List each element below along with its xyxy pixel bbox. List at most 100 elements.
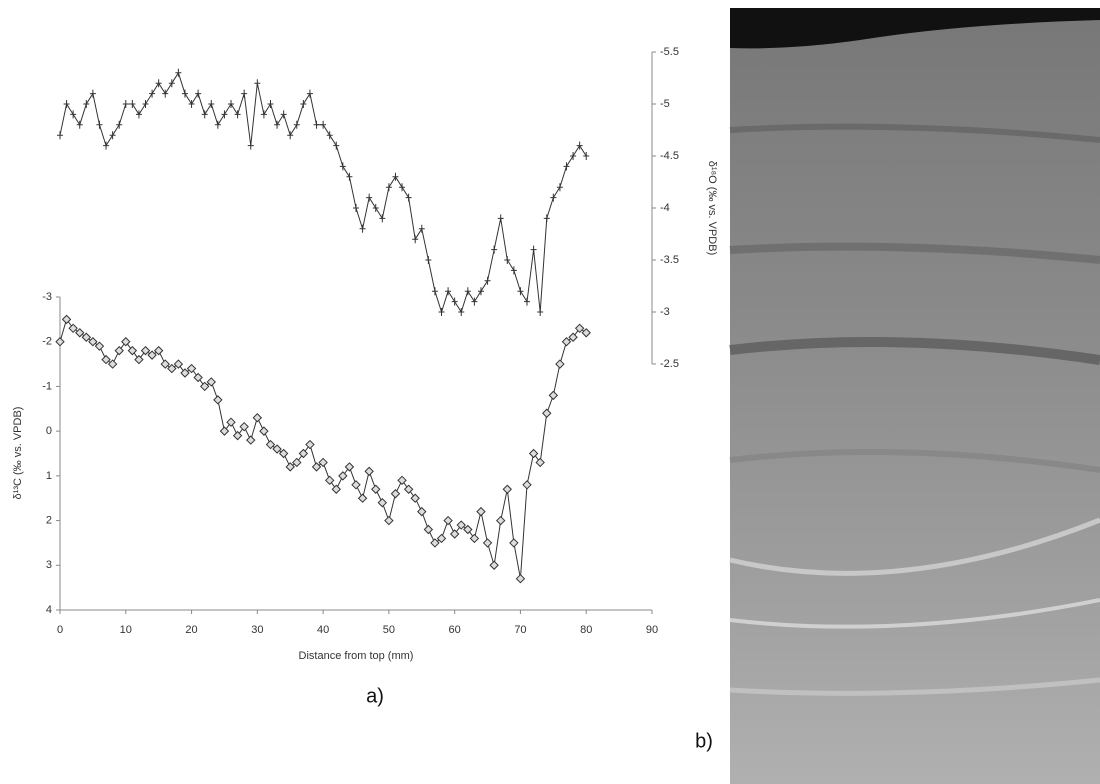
data-point (89, 89, 96, 98)
data-point (200, 381, 210, 392)
data-point (489, 560, 499, 570)
data-point (127, 345, 138, 356)
panel-label: a) (366, 685, 384, 707)
y2-tick-label: -4 (660, 202, 670, 214)
data-point (134, 354, 144, 365)
y-tick-label: 0 (46, 425, 52, 437)
data-point (186, 363, 197, 374)
y2-tick-label: -3.5 (660, 254, 679, 266)
data-point (385, 183, 392, 192)
data-point (121, 337, 131, 347)
data-point (272, 444, 282, 454)
data-point (517, 287, 524, 296)
y-tick-label: -1 (42, 380, 52, 392)
data-point (103, 141, 110, 150)
data-point (76, 120, 83, 129)
data-point (357, 493, 368, 503)
data-point (550, 193, 557, 202)
data-point (581, 328, 591, 338)
x-tick-label: 40 (317, 624, 329, 636)
y2-axis-label: δ¹⁸O (‰ vs. VPDB) (706, 161, 718, 256)
data-point (107, 359, 118, 369)
y-axis-label: δ¹³C (‰ vs. VPDB) (12, 407, 24, 500)
data-point (55, 337, 65, 347)
series-line (59, 71, 587, 314)
data-point (180, 368, 190, 378)
data-point (563, 162, 570, 171)
data-point (477, 287, 484, 296)
x-tick-label: 60 (449, 624, 461, 636)
y2-tick-label: -4.5 (660, 150, 679, 162)
data-point (326, 131, 333, 140)
data-point (116, 120, 123, 129)
y2-tick-label: -3 (660, 306, 670, 318)
data-point (122, 100, 129, 108)
x-tick-label: 30 (251, 624, 263, 636)
data-point (359, 224, 366, 233)
data-point (181, 89, 188, 98)
data-point (351, 480, 361, 490)
x-tick-label: 10 (120, 624, 132, 636)
data-point (94, 341, 105, 351)
data-point (228, 100, 235, 108)
data-point (313, 120, 320, 129)
data-point (537, 308, 544, 316)
data-point (379, 214, 386, 223)
x-tick-label: 0 (57, 624, 63, 636)
data-point (568, 332, 578, 342)
panel-label: b) (695, 730, 713, 752)
data-point (155, 79, 162, 88)
data-point (81, 332, 92, 342)
data-point (496, 515, 506, 526)
data-point (239, 421, 249, 432)
data-point (61, 314, 72, 325)
data-point (160, 359, 170, 369)
data-point (522, 480, 532, 490)
x-tick-label: 80 (580, 624, 592, 636)
data-point (234, 110, 241, 119)
data-point (293, 120, 300, 129)
data-point (142, 100, 149, 108)
data-point (247, 141, 254, 150)
data-point (214, 120, 221, 129)
y2-tick-label: -2.5 (660, 358, 679, 370)
data-point (208, 100, 215, 108)
data-point (484, 276, 491, 285)
data-point (252, 413, 263, 423)
data-point (201, 110, 208, 119)
data-point (298, 448, 309, 459)
data-point (195, 89, 202, 98)
data-point (57, 131, 63, 140)
data-point (397, 475, 407, 486)
data-point (331, 484, 341, 494)
data-point (464, 287, 471, 296)
data-point (410, 493, 420, 503)
data-point (285, 462, 295, 472)
data-point (70, 110, 77, 119)
data-point (318, 457, 328, 468)
data-point (418, 224, 425, 233)
y2-tick-label: -5 (660, 98, 670, 110)
y-tick-label: -2 (42, 336, 52, 348)
data-point (412, 235, 419, 244)
data-point (405, 193, 412, 202)
data-point (515, 573, 526, 584)
data-point (246, 435, 256, 445)
y-tick-label: -3 (42, 291, 52, 303)
data-point (431, 287, 438, 296)
data-point (366, 193, 373, 202)
data-point (346, 172, 353, 181)
data-point (173, 359, 184, 369)
y-tick-label: 2 (46, 514, 52, 526)
data-point (417, 506, 427, 517)
data-point (267, 100, 274, 108)
data-point (63, 100, 70, 108)
data-point (260, 110, 267, 119)
data-point (292, 457, 302, 468)
data-point (491, 245, 498, 254)
data-point (548, 390, 559, 401)
data-point (463, 524, 473, 535)
data-point (219, 426, 230, 436)
data-point (109, 131, 116, 140)
data-point (392, 172, 399, 181)
